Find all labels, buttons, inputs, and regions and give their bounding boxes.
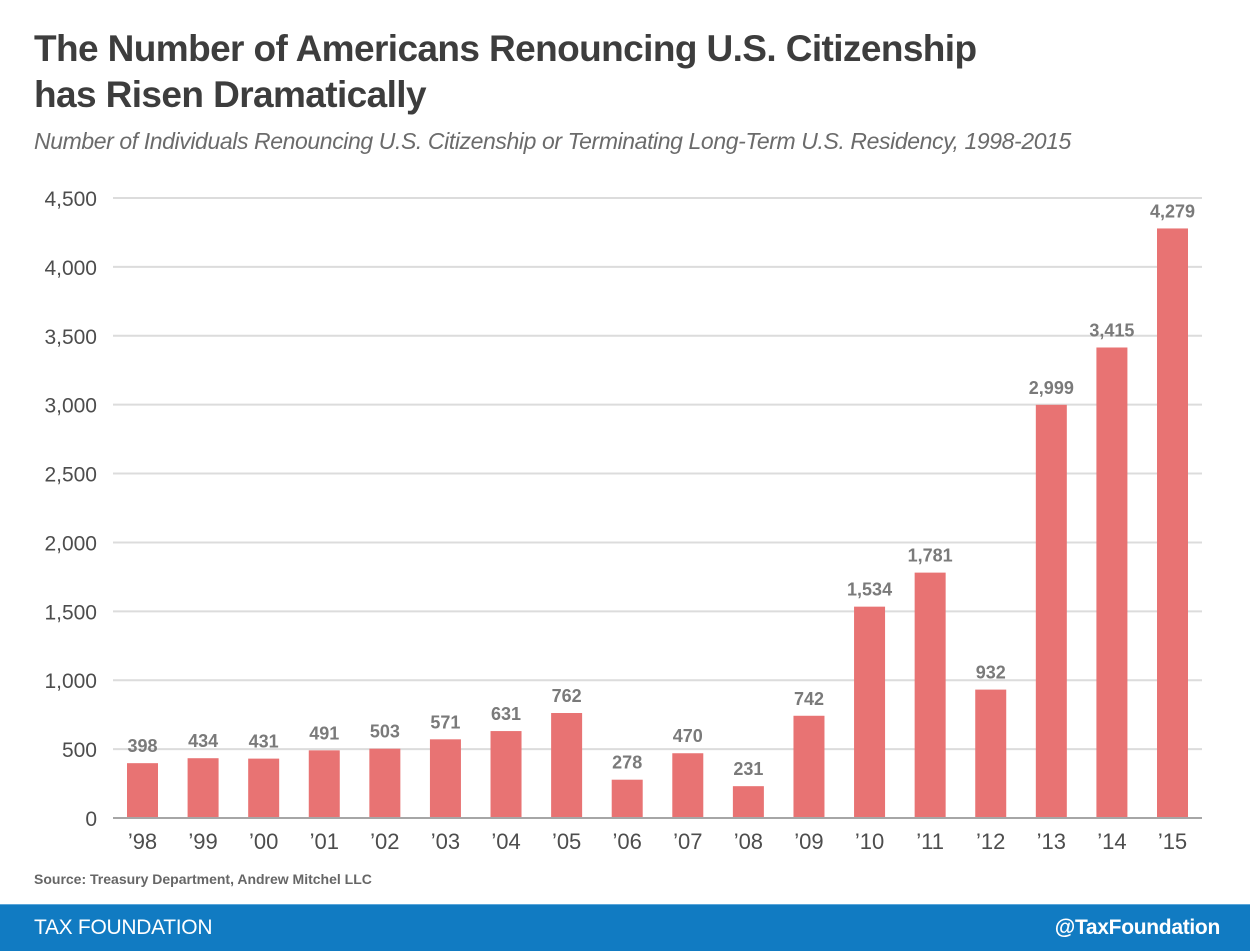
y-tick-label: 0 [85,808,97,831]
bar [1035,404,1067,818]
bar [308,750,340,818]
data-label: 932 [976,663,1006,683]
x-axis-tick-labels: ’98 ’99 ’00 ’01 ’02 ’03 ’04 ’05 ’06 ’07 ’08 ’09 ’10 ’… [128,829,1187,854]
bar [369,748,401,818]
data-label: 1,534 [847,580,892,600]
bar [1096,347,1128,818]
bar [127,763,158,818]
bars [127,228,1188,819]
data-label: 278 [612,753,642,773]
x-tick-label: ’01 [310,829,339,854]
y-tick-label: 2,500 [44,464,97,487]
x-tick-label: ’08 [734,829,763,854]
data-label: 3,415 [1089,320,1134,340]
chart-title-line-1: The Number of Americans Renouncing U.S. … [34,28,977,69]
data-label: 503 [370,722,400,742]
bar [854,606,886,818]
gridlines [113,197,1202,751]
x-tick-label: ’10 [855,829,884,854]
bar [672,753,704,818]
x-tick-label: ’15 [1158,829,1187,854]
x-tick-label: ’05 [552,829,581,854]
bar [490,731,522,818]
data-label: 1,781 [908,546,953,566]
x-tick-label: ’98 [128,829,157,854]
bar [1157,228,1188,819]
y-tick-label: 4,500 [44,188,97,211]
bar [914,572,946,818]
y-tick-label: 4,000 [44,257,97,280]
bar [429,739,461,818]
x-tick-label: ’07 [673,829,702,854]
data-label: 398 [127,736,157,756]
data-label: 571 [430,712,460,732]
data-labels: 398 434 431 491 503 571 631 762 278 470 231 742 1,53… [127,201,1195,779]
bar [975,689,1007,818]
bar [732,786,764,818]
footer-brand: TAX FOUNDATION [34,916,213,939]
data-label: 491 [309,723,339,743]
y-tick-label: 1,500 [44,601,97,624]
x-tick-label: ’11 [916,829,944,854]
x-tick-label: ’04 [491,829,520,854]
x-tick-label: ’00 [249,829,278,854]
data-label: 2,999 [1029,378,1074,398]
data-label: 231 [733,759,763,779]
bar [551,713,583,818]
data-label: 742 [794,689,824,709]
data-label: 631 [491,704,521,724]
x-tick-label: ’09 [794,829,823,854]
x-tick-label: ’02 [370,829,399,854]
source-note: Source: Treasury Department, Andrew Mitc… [34,871,372,887]
data-label: 4,279 [1150,201,1195,221]
data-label: 431 [249,732,279,752]
data-label: 434 [188,731,218,751]
x-tick-label: ’14 [1097,829,1126,854]
x-tick-label: ’13 [1037,829,1066,854]
y-tick-label: 2,000 [44,532,97,555]
bar [248,758,280,818]
x-tick-label: ’12 [976,829,1005,854]
data-label: 470 [673,726,703,746]
bar [793,715,825,818]
chart-title-line-2: has Risen Dramatically [34,74,427,115]
y-axis-tick-labels: 0 500 1,000 1,500 2,000 2,500 3,000 3,500 4,000 4… [44,188,97,831]
footer-bar: TAX FOUNDATION @TaxFoundation [0,904,1250,951]
y-tick-label: 1,000 [44,670,97,693]
x-tick-label: ’06 [613,829,642,854]
footer-handle: @TaxFoundation [1054,916,1221,939]
x-tick-label: ’03 [431,829,460,854]
bar [187,758,219,818]
y-tick-label: 3,500 [44,326,97,349]
y-tick-label: 500 [62,739,97,762]
bar [611,779,643,818]
x-tick-label: ’99 [188,829,217,854]
bar-chart: 0 500 1,000 1,500 2,000 2,500 3,000 3,500 4,000 4… [44,188,1202,854]
data-label: 762 [552,686,582,706]
y-tick-label: 3,000 [44,395,97,418]
chart-subtitle: Number of Individuals Renouncing U.S. Ci… [34,128,1071,154]
chart-title: The Number of Americans Renouncing U.S. … [34,26,1214,118]
